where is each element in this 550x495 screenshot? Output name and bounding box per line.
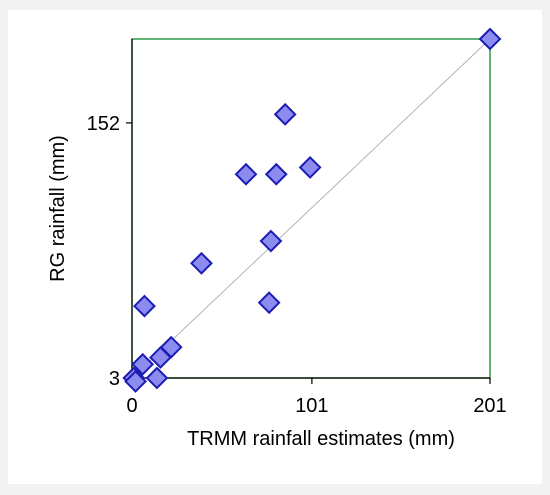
x-tick-label: 101: [295, 395, 328, 417]
data-point: [259, 229, 283, 253]
data-point: [234, 162, 258, 186]
data-point: [124, 370, 147, 393]
data-point: [478, 27, 502, 51]
data-point: [145, 366, 169, 390]
data-point: [131, 352, 155, 376]
data-point: [298, 155, 322, 179]
data-point: [190, 251, 213, 275]
data-point: [133, 294, 156, 318]
y-tick-label: 3: [109, 368, 120, 390]
data-point: [257, 291, 281, 315]
data-point: [149, 346, 172, 369]
data-point: [264, 162, 288, 186]
y-tick-label: 152: [87, 113, 120, 135]
x-axis-title: TRMM rainfall estimates (mm): [187, 428, 455, 450]
data-point: [273, 102, 297, 126]
x-tick-label: 201: [473, 395, 506, 417]
x-tick-label: 0: [126, 395, 137, 417]
y-axis-title: RG rainfall (mm): [47, 135, 69, 282]
one-to-one-line: [131, 38, 491, 379]
